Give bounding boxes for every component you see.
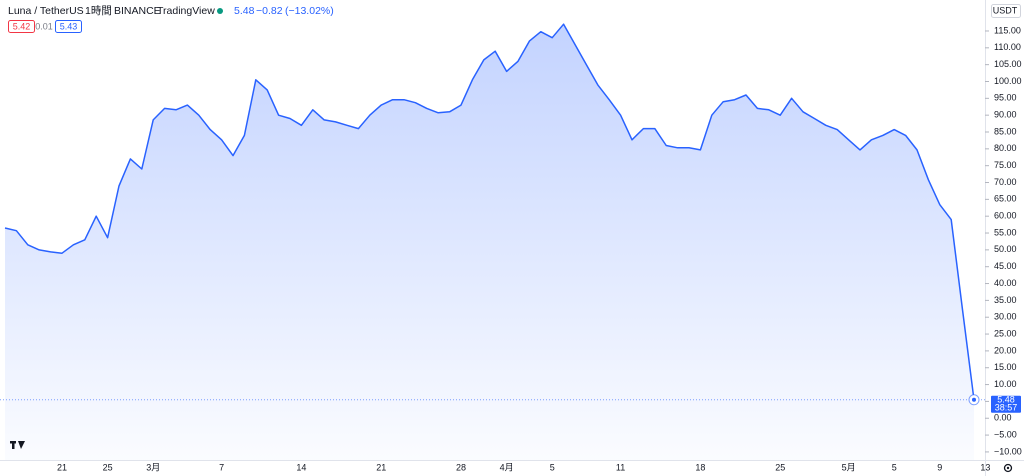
- y-tick-label: 55.00: [994, 227, 1017, 237]
- y-tick-label: 10.00: [994, 379, 1017, 389]
- y-tick-label: 25.00: [994, 328, 1017, 338]
- x-tick-label: 9: [937, 462, 942, 472]
- y-tick-label: 20.00: [994, 345, 1017, 355]
- x-tick-label: 5: [550, 462, 555, 472]
- ask-box[interactable]: [55, 20, 82, 33]
- bid: 5.42: [13, 21, 31, 31]
- x-tick-label: 4月: [500, 462, 514, 472]
- x-tick-label: 21: [376, 462, 386, 472]
- source: TradingView: [157, 5, 215, 17]
- y-tick-label: 60.00: [994, 211, 1017, 221]
- y-tick-label: 110.00: [994, 42, 1021, 52]
- interval: 1時間: [85, 5, 112, 17]
- y-tick-label: 100.00: [994, 76, 1022, 86]
- plot: [0, 23, 989, 460]
- y-tick-label: 45.00: [994, 261, 1017, 271]
- x-tick-label: 14: [296, 462, 306, 472]
- exchange: BINANCE: [114, 5, 161, 17]
- y-tick-label: 40.00: [994, 278, 1017, 288]
- settings-icon[interactable]: [1003, 463, 1013, 473]
- x-tick-label: 28: [456, 462, 466, 472]
- y-tick-label: 105.00: [994, 59, 1022, 69]
- x-tick-label: 25: [775, 462, 785, 472]
- header-change-pct: (−13.02%): [285, 5, 334, 17]
- y-tick-label: 65.00: [994, 194, 1017, 204]
- tv-logo: [10, 441, 25, 449]
- y-tick-label: 115.00: [994, 25, 1021, 35]
- y-tick-label: 30.00: [994, 312, 1017, 322]
- x-tick-label: 21: [57, 462, 67, 472]
- y-tick-label: 80.00: [994, 143, 1017, 153]
- last-price-tag: [991, 395, 1021, 413]
- ask: 5.43: [60, 21, 78, 31]
- x-tick-label: 11: [616, 462, 625, 472]
- y-tick-label: 90.00: [994, 110, 1017, 120]
- y-tick-label: 70.00: [994, 177, 1017, 187]
- last-price-label: 5.48: [997, 395, 1015, 405]
- last-point-dot: [972, 397, 976, 402]
- symbol: Luna / TetherUS: [8, 5, 84, 17]
- bid-box[interactable]: [8, 20, 35, 33]
- y-tick-label: 15.00: [994, 362, 1017, 372]
- y-tick-label: 35.00: [994, 295, 1017, 305]
- x-tick-label: 3月: [146, 462, 160, 472]
- header-price: 5.48: [234, 5, 255, 17]
- area-fill: [5, 24, 974, 460]
- header-change: −0.82: [256, 5, 283, 17]
- spread: 0.01: [35, 21, 53, 31]
- y-tick-label: −5.00: [994, 429, 1017, 439]
- price-line: [4, 23, 975, 400]
- y-tick-label: 85.00: [994, 126, 1017, 136]
- y-tick-label: 95.00: [994, 93, 1017, 103]
- countdown: 38:57: [995, 403, 1018, 413]
- y-tick-label: 0.00: [994, 413, 1012, 423]
- currency: USDT: [993, 5, 1018, 15]
- y-tick-label: 50.00: [994, 244, 1017, 254]
- x-tick-label: 25: [103, 462, 113, 472]
- status-dot: [217, 8, 223, 14]
- x-tick-label: 5月: [842, 462, 856, 472]
- x-tick-label: 7: [219, 462, 224, 472]
- x-tick-label: 13: [980, 462, 990, 472]
- currency-button[interactable]: [991, 4, 1021, 18]
- y-tick-label: 75.00: [994, 160, 1017, 170]
- header: Luna / TetherUS 1時間 BINANCE TradingView …: [8, 5, 334, 33]
- x-tick-label: 5: [892, 462, 897, 472]
- y-tick-label: −10.00: [994, 446, 1022, 456]
- x-tick-label: 18: [695, 462, 705, 472]
